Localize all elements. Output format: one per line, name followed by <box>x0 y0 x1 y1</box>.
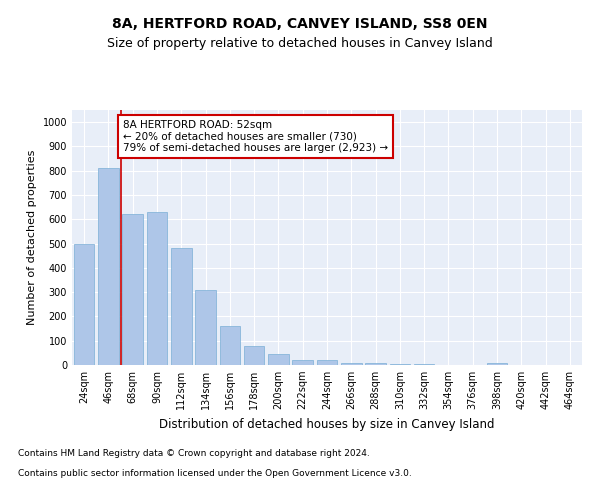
Text: 8A HERTFORD ROAD: 52sqm
← 20% of detached houses are smaller (730)
79% of semi-d: 8A HERTFORD ROAD: 52sqm ← 20% of detache… <box>123 120 388 153</box>
Bar <box>487 363 508 365</box>
Bar <box>146 212 167 365</box>
Text: Contains HM Land Registry data © Crown copyright and database right 2024.: Contains HM Land Registry data © Crown c… <box>18 448 370 458</box>
Bar <box>244 346 265 365</box>
Bar <box>74 244 94 365</box>
Bar <box>98 168 119 365</box>
Text: Size of property relative to detached houses in Canvey Island: Size of property relative to detached ho… <box>107 38 493 51</box>
Y-axis label: Number of detached properties: Number of detached properties <box>27 150 37 325</box>
Bar <box>317 360 337 365</box>
Bar <box>292 360 313 365</box>
Bar <box>365 362 386 365</box>
Bar <box>122 214 143 365</box>
Bar <box>268 354 289 365</box>
Bar <box>389 364 410 365</box>
Text: 8A, HERTFORD ROAD, CANVEY ISLAND, SS8 0EN: 8A, HERTFORD ROAD, CANVEY ISLAND, SS8 0E… <box>112 18 488 32</box>
X-axis label: Distribution of detached houses by size in Canvey Island: Distribution of detached houses by size … <box>159 418 495 430</box>
Bar <box>341 362 362 365</box>
Bar <box>220 326 240 365</box>
Bar <box>195 290 216 365</box>
Bar <box>171 248 191 365</box>
Text: Contains public sector information licensed under the Open Government Licence v3: Contains public sector information licen… <box>18 468 412 477</box>
Bar <box>414 364 434 365</box>
